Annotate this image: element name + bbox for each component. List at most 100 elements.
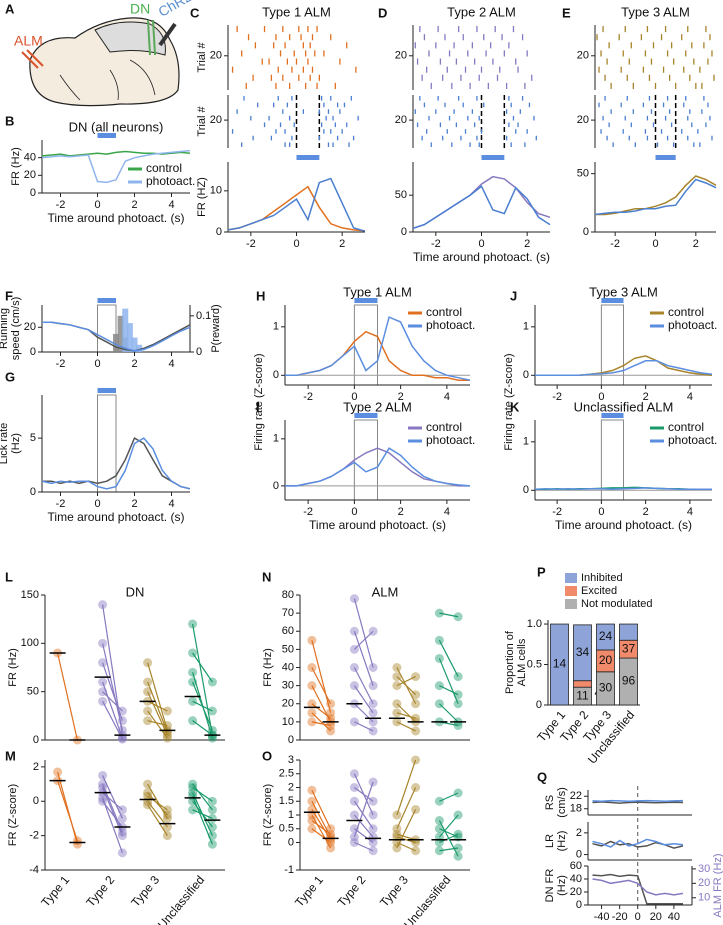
y-tick-label: 0.5 (279, 823, 294, 835)
dot (143, 800, 153, 810)
dot (98, 677, 108, 687)
y-tick-label: -2 (29, 830, 39, 842)
y-tick-label: 70 (282, 607, 294, 619)
pair-line (311, 820, 331, 835)
dot (453, 699, 463, 709)
series-line (592, 838, 684, 848)
pair-line (57, 780, 78, 841)
chart-title: Type 3 ALM (621, 4, 690, 19)
category-label: Type 2 (83, 873, 117, 910)
pair-line (311, 721, 331, 727)
dot (392, 699, 402, 709)
y2-tick-label: 0 (196, 346, 202, 358)
dot (368, 838, 378, 847)
y-tick-label: 10 (282, 716, 294, 728)
pair-line (396, 787, 417, 829)
dot (188, 696, 198, 706)
y-axis-label: Lick rate (0, 423, 10, 465)
dot (368, 810, 378, 820)
dot (98, 687, 108, 697)
pair-line (354, 841, 374, 852)
y-tick-label: 50 (282, 643, 294, 655)
series-line (535, 360, 713, 377)
pair-line (438, 640, 459, 677)
dot (162, 810, 172, 820)
pair-line (192, 652, 213, 683)
count-label: 30 (599, 681, 613, 695)
y-tick-label: 0 (33, 795, 39, 807)
series-line (595, 175, 717, 216)
dot (162, 813, 172, 823)
legend-swatch (565, 599, 577, 609)
x-tick-label: 40 (668, 911, 680, 923)
dot (434, 824, 444, 834)
dot (207, 822, 217, 832)
y-axis-label: P(reward) (210, 304, 222, 352)
y-tick-label: 0 (30, 486, 36, 498)
category-label: Unclassified (155, 873, 207, 925)
y-tick-label: 50 (395, 189, 407, 201)
y-axis-label: DN FR (544, 869, 556, 903)
y-tick-label: 3 (288, 754, 294, 766)
pair-line (354, 828, 374, 843)
pair-line (311, 789, 332, 830)
dot (207, 839, 217, 849)
pair-line (311, 712, 332, 732)
y-tick-label: 1 (288, 809, 294, 821)
pair-line (102, 797, 123, 854)
dot (349, 796, 359, 806)
dot (162, 831, 172, 841)
dot (53, 767, 63, 777)
dot (453, 721, 463, 730)
dot (117, 805, 127, 815)
dot (117, 827, 127, 837)
pair-line (353, 630, 374, 650)
pair-line (439, 792, 459, 802)
y-tick-label: -4 (29, 864, 39, 876)
y-axis-label: ALM FR (Hz) (712, 853, 723, 917)
x-tick-label: 2 (398, 506, 404, 518)
dot (434, 699, 444, 709)
x-tick-label: 2 (643, 391, 649, 403)
y-tick-label: -1 (284, 864, 294, 876)
chart-title: DN (126, 584, 145, 599)
dot (349, 663, 359, 672)
y2-tick-label: 10 (698, 892, 710, 904)
stim-bar (655, 155, 676, 160)
series-line (227, 177, 366, 232)
x-tick-label: 4 (168, 358, 174, 370)
series-line (534, 487, 712, 491)
y-tick-label: 18 (570, 803, 582, 815)
dot (434, 653, 444, 663)
stim-bar (97, 298, 116, 303)
x-tick-label: 0 (351, 506, 357, 518)
pair-line (353, 667, 374, 705)
y-tick-label: 0.5 (527, 658, 542, 670)
dot (326, 708, 336, 718)
legend-swatch (565, 573, 577, 583)
dot (143, 716, 153, 726)
dot (307, 816, 317, 825)
label: ALM (14, 33, 43, 49)
pair-line (396, 676, 417, 696)
y-tick-label: 0 (273, 369, 279, 381)
series-line (592, 878, 684, 896)
count-label: 14 (553, 657, 567, 671)
pair-line (147, 710, 168, 739)
dn-probe (152, 19, 156, 56)
x-tick-label: 0 (293, 238, 299, 250)
histogram-bar (131, 337, 138, 352)
y-tick-label: 1 (523, 321, 529, 333)
x-tick-label: 2 (131, 199, 137, 211)
dot (326, 832, 336, 842)
x-tick-label: 4 (444, 391, 450, 403)
y-tick-label: 2 (576, 827, 582, 839)
dot (392, 672, 402, 682)
label: DN (130, 1, 150, 17)
dot (392, 708, 402, 718)
chart-title: Type 1 ALM (262, 4, 331, 19)
y-axis-label: LR (544, 834, 556, 848)
y-axis-label: (Hz) (556, 875, 568, 896)
dot (349, 832, 359, 842)
y-tick-label: 30 (282, 680, 294, 692)
